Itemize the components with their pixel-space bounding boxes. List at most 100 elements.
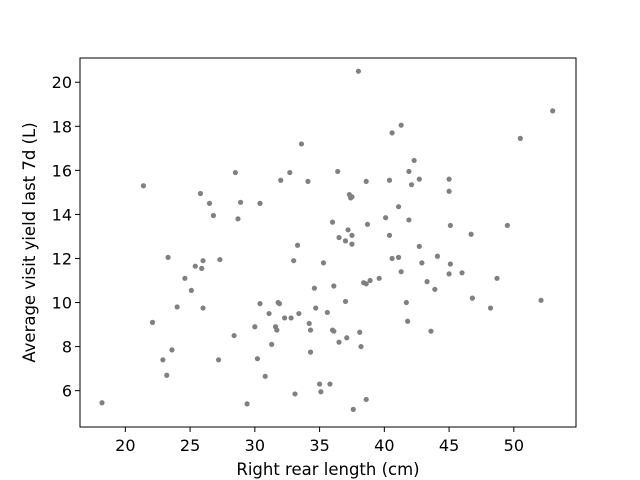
x-tick-label: 45 <box>439 436 459 455</box>
scatter-point-107 <box>447 261 453 267</box>
scatter-point-98 <box>416 243 422 249</box>
scatter-point-71 <box>350 406 356 412</box>
scatter-point-93 <box>406 217 412 223</box>
scatter-point-83 <box>386 177 393 183</box>
scatter-point-105 <box>446 176 452 182</box>
scatter-point-13 <box>200 305 206 311</box>
scatter-point-113 <box>494 275 500 281</box>
scatter-point-22 <box>237 199 244 205</box>
scatter-point-94 <box>406 168 412 175</box>
x-tick-label: 30 <box>245 436 265 455</box>
scatter-point-46 <box>307 327 314 333</box>
scatter-point-112 <box>487 305 494 311</box>
scatter-point-73 <box>357 329 363 335</box>
scatter-point-10 <box>192 263 198 269</box>
scatter-point-27 <box>257 200 263 206</box>
scatter-point-18 <box>217 256 223 263</box>
scatter-point-5 <box>165 254 171 260</box>
scatter-point-62 <box>342 238 349 244</box>
scatter-point-108 <box>447 222 453 229</box>
scatter-point-55 <box>329 219 336 225</box>
scatter-point-59 <box>335 168 341 175</box>
scatter-point-11 <box>197 190 204 197</box>
scatter-point-43 <box>298 141 305 147</box>
y-tick-label: 16 <box>52 161 72 180</box>
scatter-point-76 <box>363 178 369 184</box>
scatter-point-110 <box>468 231 474 237</box>
y-axis-label: Average visit yield last 7d (L) <box>20 122 39 362</box>
scatter-point-115 <box>517 135 523 142</box>
y-tick-label: 14 <box>52 205 72 224</box>
scatter-point-3 <box>160 357 166 363</box>
scatter-point-104 <box>446 188 452 194</box>
scatter-point-109 <box>459 270 465 276</box>
scatter-point-89 <box>398 122 404 128</box>
scatter-point-41 <box>294 242 301 248</box>
scatter-point-51 <box>318 389 324 395</box>
scatter-point-69 <box>349 232 355 238</box>
scatter-point-19 <box>231 332 237 339</box>
scatter-point-34 <box>276 301 283 307</box>
scatter-point-116 <box>538 297 544 303</box>
x-tick-label: 40 <box>374 436 394 455</box>
scatter-point-100 <box>424 279 430 285</box>
scatter-point-0 <box>99 400 105 406</box>
scatter-point-101 <box>428 328 434 334</box>
scatter-point-45 <box>306 320 312 327</box>
scatter-point-91 <box>403 299 409 306</box>
scatter-point-99 <box>419 260 425 266</box>
scatter-point-64 <box>344 335 350 341</box>
scatter-point-9 <box>188 287 194 294</box>
scatter-point-96 <box>411 157 417 164</box>
scatter-point-54 <box>327 381 333 387</box>
scatter-point-70 <box>349 241 355 247</box>
y-tick-label: 6 <box>62 382 72 401</box>
scatter-point-78 <box>364 221 371 227</box>
scatter-point-58 <box>331 283 337 289</box>
points-layer <box>99 68 556 412</box>
x-tick-label: 20 <box>115 436 135 455</box>
scatter-point-38 <box>288 315 294 321</box>
scatter-point-47 <box>307 349 314 355</box>
x-axis-label: Right rear length (cm) <box>236 460 419 479</box>
y-tick-label: 20 <box>52 73 72 92</box>
scatter-point-81 <box>376 275 382 281</box>
scatter-point-35 <box>278 177 284 183</box>
scatter-point-85 <box>389 255 395 262</box>
scatter-point-61 <box>336 234 342 241</box>
scatter-point-53 <box>324 309 330 316</box>
scatter-point-77 <box>363 281 369 287</box>
plot-frame <box>79 57 577 428</box>
scatter-point-20 <box>232 169 238 176</box>
scatter-point-17 <box>215 357 222 363</box>
scatter-point-30 <box>269 341 275 347</box>
scatter-point-95 <box>408 182 415 188</box>
scatter-point-23 <box>244 401 250 407</box>
scatter-point-2 <box>149 319 156 325</box>
scatter-point-74 <box>358 343 364 350</box>
scatter-point-88 <box>395 204 402 210</box>
scatter-point-49 <box>313 305 319 311</box>
scatter-point-57 <box>331 328 337 334</box>
scatter-point-82 <box>383 215 389 221</box>
y-axis-ticks: 6 8 10 12 14 16 18 20 <box>52 73 80 401</box>
x-tick-label: 50 <box>504 436 524 455</box>
scatter-point-42 <box>296 310 302 317</box>
scatter-point-24 <box>252 324 258 330</box>
scatter-point-102 <box>432 286 438 292</box>
scatter-point-97 <box>416 176 422 182</box>
y-tick-label: 18 <box>52 117 72 136</box>
scatter-point-6 <box>169 347 175 353</box>
scatter-point-21 <box>235 216 241 222</box>
scatter-point-44 <box>305 178 311 184</box>
scatter-point-40 <box>292 391 298 397</box>
scatter-point-52 <box>320 260 327 266</box>
scatter-point-29 <box>266 310 272 317</box>
scatter-point-79 <box>367 277 373 284</box>
scatter-point-25 <box>254 356 261 362</box>
scatter-point-14 <box>200 258 206 264</box>
scatter-point-26 <box>257 301 263 307</box>
scatter-point-65 <box>345 227 351 233</box>
scatter-point-106 <box>446 271 452 277</box>
scatter-point-32 <box>274 327 280 333</box>
